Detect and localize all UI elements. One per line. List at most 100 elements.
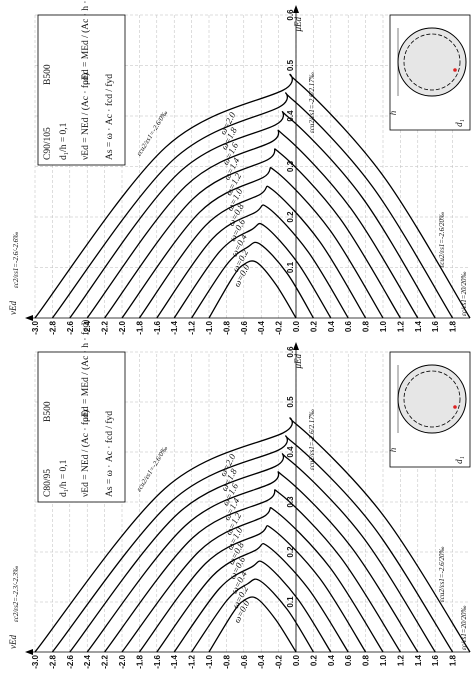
x-tick-label: -0.4 (257, 654, 266, 668)
x-tick-label: -1.6 (153, 320, 162, 334)
strain-annotation: εcu2/εs1=-2.6/2.17‰ (308, 72, 316, 133)
interaction-curve (34, 73, 471, 319)
x-tick-label: -1.2 (188, 654, 197, 668)
x-tick-label: -3.0 (31, 654, 40, 668)
y-tick-label: 0.5 (286, 59, 295, 71)
x-tick-label: -0.8 (222, 654, 231, 668)
interaction-curve (208, 260, 297, 319)
interaction-curve (191, 241, 314, 319)
interaction-curve (51, 92, 454, 319)
info-box (37, 351, 126, 503)
x-tick-label: -1.0 (205, 320, 214, 334)
x-tick-label: 0.6 (344, 654, 353, 666)
x-tick-label: 0.2 (309, 654, 318, 666)
x-tick-label: -1.8 (135, 320, 144, 334)
y-tick-label: 0.2 (286, 211, 295, 223)
interaction-curve (173, 222, 332, 319)
y-axis-label: μEd (293, 354, 303, 370)
interaction-curve (156, 204, 349, 319)
x-tick-label: -1.8 (135, 654, 144, 668)
steel-class: B500 (43, 401, 53, 422)
steel-class: B500 (43, 64, 53, 85)
x-tick-label: -0.2 (275, 320, 284, 334)
x-tick-label: -2.8 (48, 654, 57, 668)
x-tick-label: -1.6 (153, 654, 162, 668)
x-tick-label: -2.2 (101, 320, 110, 334)
formula-as: As = ω · Ac · fcd / fyd (104, 411, 115, 497)
strain-annotation: εc2/εs1=-2.6/-2.6‰ (12, 232, 20, 288)
y-tick-label: 0.6 (286, 9, 295, 21)
x-tick-label: -2.4 (83, 320, 92, 334)
interaction-curve (86, 129, 419, 319)
interaction-curve (104, 148, 401, 319)
x-tick-label: 0.6 (344, 320, 353, 332)
x-tick-label: -2.0 (118, 654, 127, 668)
x-tick-label: -1.4 (170, 654, 179, 668)
x-tick-label: 1.2 (396, 654, 405, 666)
x-tick-label: 1.8 (449, 320, 458, 332)
concrete-class: C90/105 (43, 127, 53, 160)
section-label: h (388, 447, 398, 452)
formula-mu: μEd = MEd / (Ac · h · fcd) (80, 320, 91, 422)
y-axis-label: μEd (293, 17, 303, 33)
x-tick-label: 0.4 (327, 654, 336, 666)
formula-nu: νEd = NEd / (Ac · fcd) (80, 73, 91, 160)
axis-arrow (25, 315, 33, 321)
strain-annotation: εcu2/εs1=-2.6/20‰ (438, 546, 446, 602)
x-tick-label: -3.0 (31, 320, 40, 334)
formula-mu: μEd = MEd / (Ac · h · fcd) (80, 0, 91, 85)
x-tick-label: -0.2 (275, 654, 284, 668)
interaction-curve (69, 453, 436, 653)
rebar (453, 405, 457, 409)
x-tick-label: -2.6 (66, 654, 75, 668)
x-tick-label: -1.4 (170, 320, 179, 334)
x-tick-label: -2.4 (83, 654, 92, 668)
interaction-curve (138, 185, 367, 319)
x-tick-label: -0.6 (240, 654, 249, 668)
interaction-curve (51, 435, 454, 653)
interaction-curve (173, 560, 332, 653)
x-tick-label: 1.6 (431, 320, 440, 332)
interaction-curve (208, 596, 297, 653)
concrete-class: C80/95 (43, 469, 53, 497)
x-tick-label: 0.4 (327, 320, 336, 332)
info-box (37, 14, 126, 166)
y-tick-label: 0.6 (286, 346, 295, 358)
x-axis-label: νEd (8, 301, 18, 315)
interaction-curve (156, 543, 349, 653)
strain-annotation: εc/εs1=20/20‰ (460, 272, 468, 316)
section-label: d₁ (454, 119, 464, 127)
section-label: h (388, 110, 398, 115)
x-tick-label: -2.6 (66, 320, 75, 334)
section (397, 27, 467, 97)
rebar (453, 68, 457, 72)
y-tick-label: 0.4 (286, 446, 295, 458)
reinforcement (403, 370, 461, 428)
x-tick-label: 1.0 (379, 654, 388, 666)
x-tick-label: 0.8 (362, 654, 371, 666)
x-tick-label: 1.4 (414, 654, 423, 666)
axis-arrow (25, 649, 33, 655)
x-tick-label: 1.6 (431, 654, 440, 666)
reinforcement (403, 33, 461, 91)
x-tick-label: 1.4 (414, 320, 423, 332)
x-tick-label: 1.2 (396, 320, 405, 332)
x-tick-label: -1.0 (205, 654, 214, 668)
x-tick-label: 0.0 (292, 654, 301, 666)
strain-annotation: εc/εs1=20/20‰ (460, 606, 468, 650)
y-tick-label: 0.1 (286, 596, 295, 608)
strain-annotation: εc2/εs2=-2.3/-2.3‰ (12, 566, 20, 622)
x-tick-label: -0.4 (257, 320, 266, 334)
interaction-curve (191, 578, 314, 653)
y-tick-label: 0.3 (286, 160, 295, 172)
strain-annotation: εcu2/εs1=-2.6/2.17‰ (308, 409, 316, 470)
x-tick-label: -2.0 (118, 320, 127, 334)
strain-annotation: εcu2/εs1=-2.6/0‰ (135, 109, 169, 157)
x-axis-label: νEd (8, 635, 18, 649)
x-tick-label: 0.8 (362, 320, 371, 332)
interaction-curve (86, 471, 419, 653)
section-label: d₁ (454, 456, 464, 464)
x-tick-label: -2.8 (48, 320, 57, 334)
